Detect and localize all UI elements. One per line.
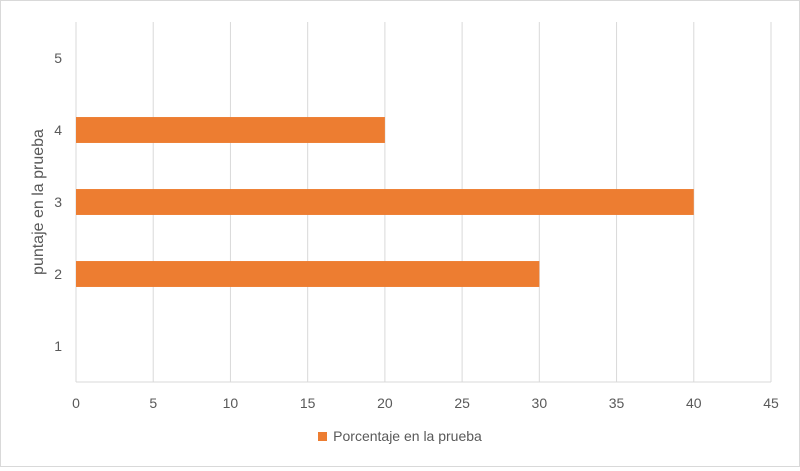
x-tick-label: 5	[149, 395, 157, 411]
y-axis-title: puntaje en la prueba	[30, 129, 47, 275]
x-tick-label: 10	[223, 395, 239, 411]
x-tick-label: 30	[532, 395, 548, 411]
y-tick-label: 5	[54, 50, 62, 66]
x-tick-label: 35	[609, 395, 625, 411]
x-tick-label: 0	[72, 395, 80, 411]
legend: Porcentaje en la prueba	[0, 428, 800, 444]
bar	[76, 261, 540, 287]
y-tick-label: 2	[54, 266, 62, 282]
y-tick-label: 3	[54, 194, 62, 210]
bar	[76, 189, 694, 215]
bars	[76, 117, 694, 287]
y-tick-label: 4	[54, 122, 62, 138]
y-tick-label: 1	[54, 338, 62, 354]
x-tick-label: 20	[377, 395, 393, 411]
x-tick-label: 25	[454, 395, 470, 411]
legend-label: Porcentaje en la prueba	[333, 428, 482, 444]
x-tick-label: 40	[686, 395, 702, 411]
x-tick-label: 45	[763, 395, 779, 411]
x-tick-label: 15	[300, 395, 316, 411]
legend-swatch	[318, 431, 328, 441]
bar	[76, 117, 385, 143]
